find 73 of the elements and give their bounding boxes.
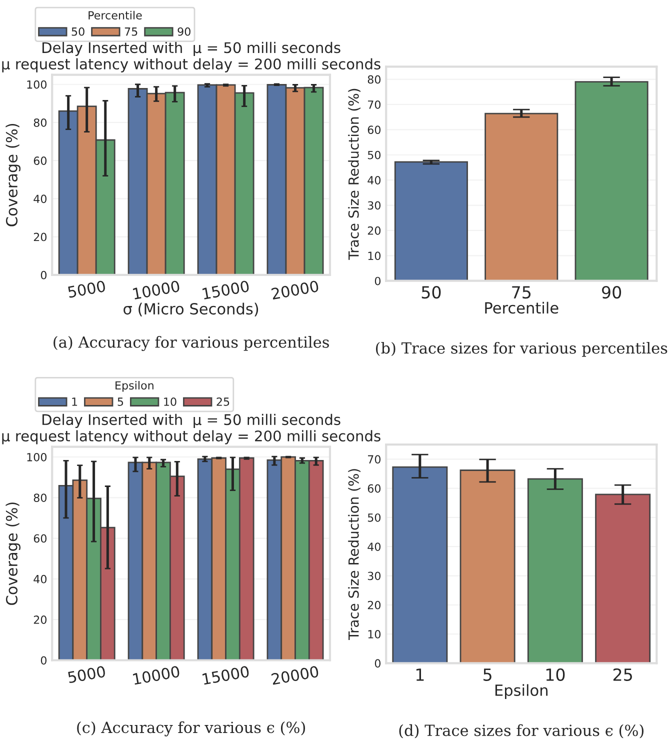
x-tick-label: 50 [422, 286, 441, 299]
y-tick-label: 10 [368, 630, 381, 638]
y-tick-label: 80 [34, 494, 47, 502]
x-tick-label: 25 [613, 668, 632, 681]
y-tick-label: 30 [368, 572, 381, 580]
y-tick-label: 20 [368, 226, 381, 235]
x-tick-label: 20000 [271, 666, 319, 685]
y-tick-label: 80 [368, 75, 381, 84]
bar [595, 494, 651, 664]
bar [392, 466, 448, 664]
bar [527, 478, 583, 664]
bar [460, 470, 516, 664]
x-tick-label: 5 [484, 668, 492, 681]
chart-title: Delay Inserted with μ = 50 milli seconds μ request latency without delay = 200 milli seconds [2, 42, 380, 72]
y-tick-label: 0 [40, 656, 47, 665]
x-tick-label: 10000 [132, 280, 180, 300]
x-tick-label: 15000 [202, 280, 250, 300]
y-tick-label: 40 [368, 176, 381, 184]
legend-label: 75 [124, 28, 138, 36]
y-tick-label: 40 [34, 574, 47, 584]
y-tick-label: 0 [374, 659, 381, 668]
y-tick-label: 10 [368, 252, 381, 260]
x-tick-label: 90 [602, 286, 622, 299]
y-tick-label: 60 [34, 534, 47, 543]
y-tick-label: 100 [27, 452, 47, 462]
y-tick-label: 0 [40, 270, 47, 280]
y-tick-label: 40 [34, 194, 47, 204]
y-tick-label: 20 [34, 616, 47, 624]
x-tick-label: 5000 [68, 666, 106, 684]
text: (c) Accuracy for various ϵ (%) [77, 721, 305, 736]
y-tick-label: 30 [368, 201, 381, 210]
legend-label: 25 [216, 398, 230, 406]
x-axis-title: Epsilon [495, 684, 548, 699]
y-tick-label: 80 [34, 118, 47, 127]
x-tick-label: 10 [546, 668, 565, 681]
bar [394, 161, 468, 281]
x-tick-label: 20000 [271, 280, 319, 300]
bar [484, 112, 558, 281]
text: (a) Accuracy for various percentiles [54, 336, 329, 352]
y-axis-title: Trace Size Reduction (%) [348, 88, 360, 260]
text: (b) Trace sizes for various percentiles [376, 342, 668, 357]
bar [574, 81, 648, 281]
legend-title: Percentile [88, 10, 142, 20]
y-tick-label: 60 [368, 126, 381, 134]
y-tick-label: 60 [368, 484, 381, 493]
legend-label: 10 [164, 398, 176, 406]
x-tick-label: 1 [416, 668, 424, 681]
y-tick-label: 60 [34, 156, 47, 165]
x-tick-label: 15000 [202, 666, 250, 685]
text: (d) Trace sizes for various ϵ (%) [399, 724, 644, 738]
legend-label: 5 [118, 398, 124, 406]
x-tick-label: 10000 [132, 666, 180, 685]
y-tick-label: 100 [27, 80, 47, 89]
legend-label: 90 [178, 27, 190, 36]
x-axis-title: Percentile [485, 302, 558, 314]
x-axis-title: σ (Micro Seconds) [124, 302, 258, 316]
y-axis-title: Coverage (%) [6, 124, 20, 226]
chart-title: Delay Inserted with μ = 50 milli seconds μ request latency without delay = 200 milli seconds [2, 414, 380, 444]
y-tick-label: 70 [368, 100, 381, 109]
x-tick-label: 5000 [68, 280, 106, 298]
y-tick-label: 0 [374, 276, 381, 286]
y-tick-label: 20 [34, 232, 47, 242]
x-tick-label: 75 [512, 286, 531, 299]
legend-label: 1 [72, 398, 78, 406]
y-tick-label: 50 [368, 513, 381, 522]
y-axis-title: Trace Size Reduction (%) [348, 469, 360, 640]
y-axis-title: Coverage (%) [6, 502, 20, 605]
legend-title: Epsilon [116, 380, 154, 392]
y-tick-label: 20 [368, 600, 381, 610]
y-tick-label: 70 [368, 455, 381, 464]
y-tick-label: 40 [368, 542, 381, 551]
legend-label: 50 [72, 27, 84, 36]
y-tick-label: 50 [368, 150, 381, 160]
